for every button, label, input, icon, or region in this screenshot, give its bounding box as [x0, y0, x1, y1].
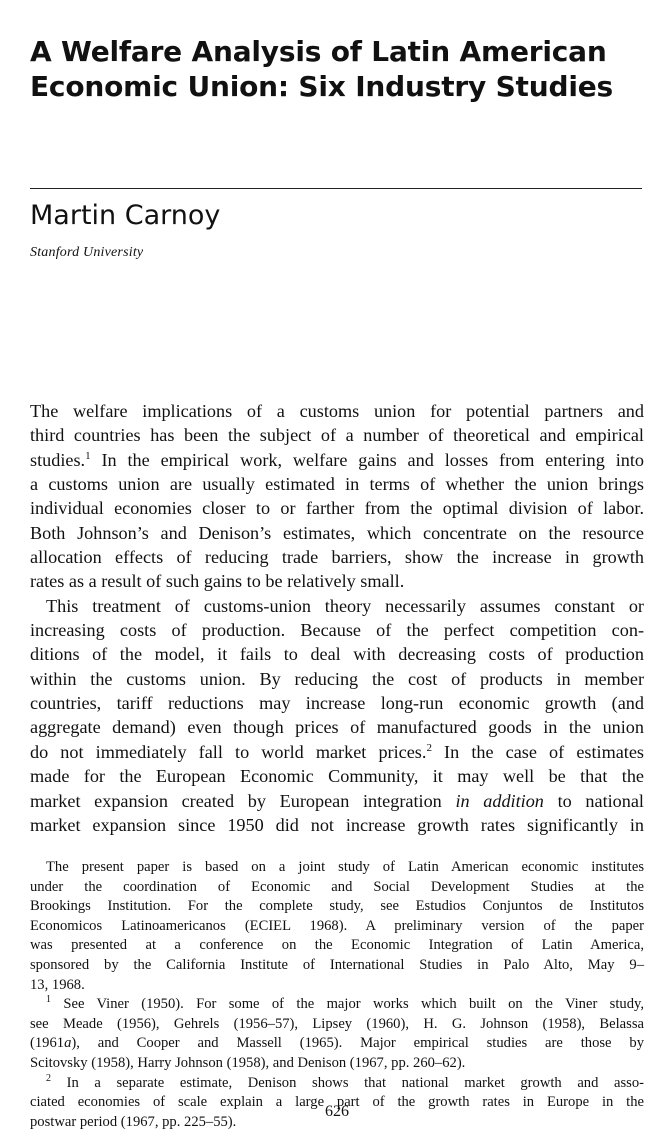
article-title: A Welfare Analysis of Latin American Eco…	[30, 34, 642, 104]
body-line: aggregate demand) even though prices of …	[30, 717, 644, 738]
article-title-line-2: Economic Union: Six Industry Studies	[30, 70, 613, 103]
body-line: The welfare implications of a customs un…	[30, 401, 644, 421]
footnote-2: 2 In a separate estimate, Denison shows …	[30, 1072, 644, 1133]
footnote-text-fragment: In a separate estimate, Denison shows th…	[51, 1074, 644, 1091]
footnote-line: Brookings Institution. For the complete …	[30, 898, 644, 915]
paragraph-1: The welfare implications of a customs un…	[30, 399, 644, 594]
body-text-fragment: In the empirical work, welfare gains and…	[90, 449, 644, 470]
body-line: do not immediately fall to world market …	[30, 740, 644, 764]
footnote-text-fragment: (1961	[30, 1035, 65, 1052]
body-text-fragment: In the case of estimates	[431, 741, 645, 762]
footnote-acknowledgment: The present paper is based on a joint st…	[30, 858, 644, 995]
footnote-1-marker: 1	[46, 994, 51, 1006]
body-text-fragment: studies.	[30, 449, 86, 470]
footnote-line: sponsored by the California Institute of…	[30, 956, 644, 973]
footnote-italic-a: a	[64, 1035, 72, 1052]
paragraph-2: This treatment of customs-union theory n…	[30, 594, 644, 837]
body-line: increasing costs of production. Because …	[30, 620, 644, 641]
body-line: studies.1 In the empirical work, welfare…	[30, 448, 644, 472]
emphasis-in-addition: in addition	[455, 790, 544, 811]
page-number: 626	[325, 1103, 349, 1120]
body-line: market expansion created by European int…	[30, 789, 644, 813]
body-line: market expansion since 1950 did not incr…	[30, 814, 644, 835]
footnote-line: was presented at a conference on the Eco…	[30, 937, 644, 954]
body-line: third countries has been the subject of …	[30, 425, 644, 446]
body-text-fragment: to national	[543, 790, 644, 811]
footnote-text-fragment: See Viner (1950). For some of the major …	[51, 996, 644, 1013]
body-line: This treatment of customs-union theory n…	[46, 595, 644, 616]
body-line: Both Johnson’s and Denison’s estimates, …	[30, 522, 644, 543]
author-affiliation: Stanford University	[30, 245, 144, 260]
title-divider-rule	[30, 188, 642, 189]
footnote-line: 1 See Viner (1950). For some of the majo…	[30, 995, 644, 1015]
journal-page: A Welfare Analysis of Latin American Eco…	[30, 0, 644, 1136]
footnote-text-fragment: ), and Cooper and Massell (1965). Major …	[71, 1035, 644, 1052]
footnote-ref-1: 1	[85, 449, 91, 462]
author-name: Martin Carnoy	[30, 200, 221, 231]
footnote-line: postwar period (1967, pp. 225–55).	[30, 1113, 237, 1130]
body-line: rates as a result of such gains to be re…	[30, 571, 405, 592]
footnote-line: 13, 1968.	[30, 976, 85, 993]
body-line: individual economies closer to or farthe…	[30, 498, 644, 519]
body-line: made for the European Economic Community…	[30, 766, 644, 787]
footnote-line: Economicos Latinoamericanos (ECIEL 1968)…	[30, 917, 644, 934]
footnote-line: 2 In a separate estimate, Denison shows …	[30, 1072, 644, 1094]
body-text-fragment: market expansion created by European int…	[30, 790, 456, 811]
footnotes: The present paper is based on a joint st…	[30, 858, 644, 1132]
body-line: a customs union are usually estimated in…	[30, 474, 644, 495]
footnote-line: Scitovsky (1958), Harry Johnson (1958), …	[30, 1054, 466, 1071]
footnote-1: 1 See Viner (1950). For some of the majo…	[30, 995, 644, 1073]
body-line: allocation effects of reducing trade bar…	[30, 547, 644, 568]
body-line: ditions of the model, it fails to deal w…	[30, 644, 644, 665]
body-line: countries, tariff reductions may increas…	[30, 693, 644, 714]
footnote-2-marker: 2	[46, 1072, 51, 1084]
article-title-line-1: A Welfare Analysis of Latin American	[30, 35, 607, 68]
footnote-line: under the coordination of Economic and S…	[30, 878, 644, 895]
footnote-line: see Meade (1956), Gehrels (1956–57), Lip…	[30, 1015, 644, 1032]
footnote-line: (1961a), and Cooper and Massell (1965). …	[30, 1034, 644, 1054]
body-text-fragment: do not immediately fall to world market …	[30, 741, 427, 762]
footnote-ref-2: 2	[426, 741, 432, 754]
footnote-line: The present paper is based on a joint st…	[46, 859, 644, 875]
footnote-line: ciated economies of scale explain a larg…	[30, 1094, 644, 1111]
body-text: The welfare implications of a customs un…	[30, 399, 644, 837]
body-line: within the customs union. By reducing th…	[30, 668, 644, 689]
